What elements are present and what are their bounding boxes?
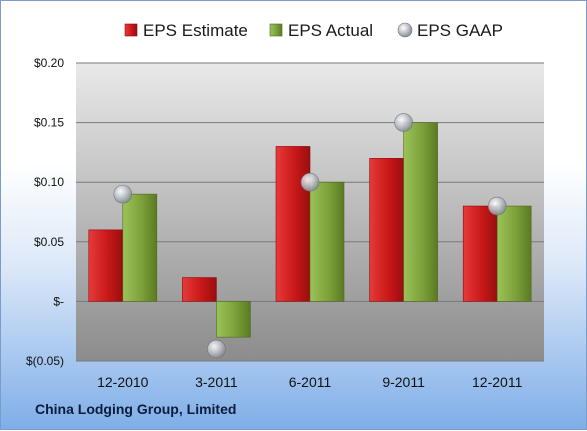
estimate-bar: [462, 205, 498, 302]
legend: EPS Estimate EPS Actual EPS GAAP: [124, 21, 503, 40]
estimate-bar: [182, 277, 217, 302]
y-tick-label: $0.15: [34, 116, 64, 130]
legend-swatch: [397, 22, 413, 38]
x-tick-label: 6-2011: [289, 374, 332, 390]
gaap-point: [300, 172, 320, 192]
gaap-points: [113, 113, 507, 359]
actual-bar: [122, 193, 158, 302]
actual-bar: [309, 181, 345, 302]
x-tick-label: 12-2010: [97, 374, 149, 390]
actual-bar: [496, 205, 532, 302]
y-tick-label: $0.20: [34, 56, 64, 70]
estimate-bar: [369, 158, 404, 302]
legend-label: EPS GAAP: [417, 21, 503, 40]
y-tick-label: $-: [53, 294, 64, 308]
y-tick-label: $(0.05): [26, 354, 64, 368]
estimate-bar: [275, 146, 311, 302]
legend-swatch: [124, 23, 138, 37]
legend-label: EPS Estimate: [143, 21, 248, 40]
x-tick-label: 12-2011: [472, 374, 523, 390]
legend-label: EPS Actual: [288, 21, 373, 40]
x-tick-label: 9-2011: [382, 374, 425, 390]
gaap-point: [113, 184, 133, 204]
company-name: China Lodging Group, Limited: [35, 401, 237, 417]
estimate-bar: [88, 229, 124, 302]
gaap-point: [207, 339, 226, 359]
actual-bar: [403, 122, 438, 302]
gaap-point: [394, 113, 413, 132]
bars: [88, 122, 532, 338]
y-tick-label: $0.10: [34, 175, 64, 189]
y-axis: $(0.05) $- $0.05 $0.10 $0.15 $0.20: [26, 56, 64, 368]
y-tick-label: $0.05: [34, 235, 64, 249]
legend-swatch: [269, 23, 283, 37]
gaap-point: [487, 196, 507, 216]
actual-bar: [216, 301, 251, 338]
x-tick-label: 3-2011: [195, 374, 238, 390]
x-axis: 12-2010 3-2011 6-2011 9-2011 12-2011: [97, 374, 522, 390]
